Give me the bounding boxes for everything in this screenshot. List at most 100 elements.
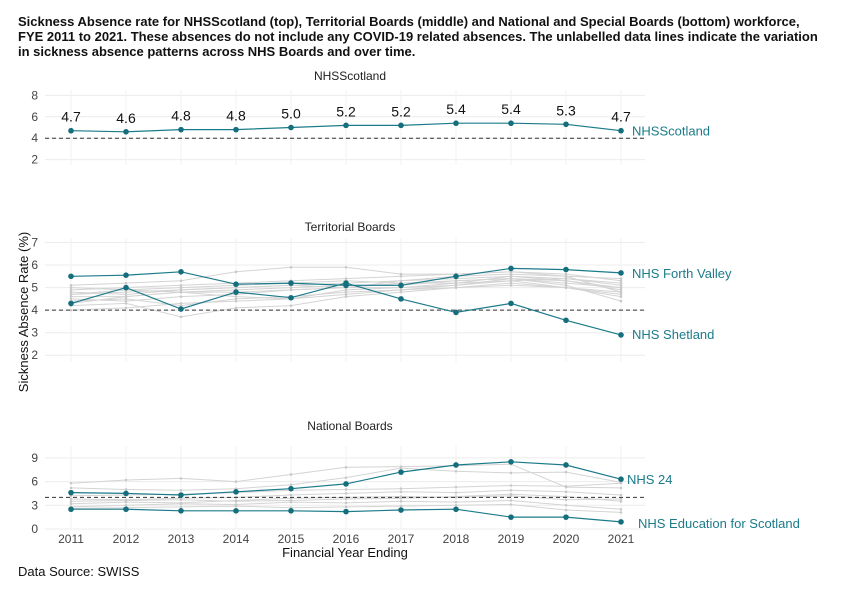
panel-title: Territorial Boards bbox=[305, 220, 396, 234]
background-board-point bbox=[344, 501, 348, 505]
background-board-point bbox=[564, 485, 568, 488]
series-point bbox=[233, 508, 239, 514]
series-point bbox=[618, 127, 624, 134]
y-tick-label: 3 bbox=[31, 326, 38, 340]
panel-title: NHSScotland bbox=[314, 69, 386, 83]
data-label: 5.3 bbox=[556, 102, 576, 118]
series-point bbox=[288, 124, 294, 131]
y-tick-label: 7 bbox=[31, 236, 38, 250]
series-point bbox=[618, 332, 624, 338]
series-point bbox=[453, 273, 459, 280]
background-board-point bbox=[179, 284, 183, 287]
background-board-point bbox=[124, 295, 128, 298]
background-board-point bbox=[124, 488, 128, 491]
background-board-point bbox=[234, 286, 238, 289]
background-board-point bbox=[69, 284, 73, 287]
series-point bbox=[508, 514, 514, 520]
series-point bbox=[618, 270, 624, 276]
background-board-point bbox=[179, 304, 183, 307]
background-board-point bbox=[344, 277, 348, 280]
background-board-point bbox=[179, 295, 183, 298]
y-tick-label: 9 bbox=[31, 451, 38, 465]
series-point bbox=[68, 489, 74, 496]
background-board-point bbox=[454, 284, 458, 287]
series-label: NHS Education for Scotland bbox=[638, 516, 800, 531]
series-point bbox=[123, 284, 129, 291]
background-board-point bbox=[564, 284, 568, 287]
series-point bbox=[343, 508, 349, 515]
background-board-point bbox=[399, 490, 403, 494]
series-point bbox=[343, 481, 349, 487]
series-point bbox=[398, 296, 404, 302]
background-board-point bbox=[289, 266, 293, 269]
background-board-point bbox=[289, 304, 293, 307]
x-tick-label: 2016 bbox=[333, 532, 360, 546]
background-board-point bbox=[289, 493, 293, 497]
background-board-point bbox=[69, 481, 73, 485]
background-board-point bbox=[179, 279, 183, 283]
series-label: NHS 24 bbox=[627, 472, 673, 487]
background-board-point bbox=[344, 505, 348, 509]
x-tick-label: 2011 bbox=[58, 532, 84, 546]
series-point bbox=[288, 294, 294, 301]
data-label: 4.8 bbox=[226, 108, 246, 124]
background-board-point bbox=[179, 302, 183, 305]
y-tick-label: 4 bbox=[31, 131, 38, 145]
y-tick-label: 0 bbox=[31, 522, 38, 536]
series-point bbox=[453, 506, 459, 513]
series-label: NHSScotland bbox=[632, 124, 710, 139]
background-board-point bbox=[509, 492, 513, 496]
background-board-point bbox=[69, 308, 73, 312]
y-tick-label: 6 bbox=[31, 258, 38, 272]
background-board-point bbox=[124, 281, 128, 285]
background-board-point bbox=[124, 299, 128, 303]
series-point bbox=[453, 309, 459, 316]
background-board-point bbox=[564, 279, 568, 283]
series-point bbox=[563, 317, 569, 324]
background-board-point bbox=[179, 315, 183, 319]
series-point bbox=[508, 265, 514, 272]
series-point bbox=[233, 126, 239, 133]
background-board-point bbox=[69, 293, 73, 296]
background-board-point bbox=[344, 466, 348, 469]
series-point bbox=[563, 462, 569, 468]
background-board-point bbox=[234, 270, 238, 274]
background-board-point bbox=[399, 504, 403, 508]
series-point bbox=[343, 280, 349, 286]
series-point bbox=[618, 476, 624, 483]
chart-title: Sickness Absence rate for NHSScotland (t… bbox=[18, 14, 818, 59]
background-board-point bbox=[619, 493, 623, 497]
background-board-point bbox=[399, 496, 403, 500]
background-board-point bbox=[69, 295, 73, 298]
background-board-point bbox=[454, 281, 458, 285]
background-board-point bbox=[509, 275, 513, 278]
x-tick-label: 2015 bbox=[278, 532, 305, 546]
background-board-point bbox=[124, 297, 128, 301]
background-board-point bbox=[619, 511, 623, 514]
background-board-point bbox=[619, 281, 623, 285]
series-label: NHS Shetland bbox=[632, 327, 714, 342]
background-board-point bbox=[509, 281, 513, 285]
series-point bbox=[618, 519, 624, 525]
data-label: 5.2 bbox=[391, 103, 411, 119]
background-board-point bbox=[69, 502, 73, 506]
background-board-point bbox=[234, 297, 238, 301]
y-tick-label: 6 bbox=[31, 475, 38, 489]
background-board-point bbox=[124, 306, 128, 310]
background-board-point bbox=[564, 272, 568, 276]
x-tick-label: 2018 bbox=[443, 532, 470, 546]
background-board-point bbox=[179, 288, 183, 292]
series-label: NHS Forth Valley bbox=[632, 266, 732, 281]
series-point bbox=[233, 289, 239, 295]
background-board-point bbox=[69, 288, 73, 292]
background-board-point bbox=[619, 497, 623, 501]
background-board-point bbox=[454, 485, 458, 489]
background-board-point bbox=[619, 290, 623, 294]
background-board-point bbox=[454, 495, 458, 498]
panel-title: National Boards bbox=[307, 419, 392, 433]
series-point bbox=[233, 281, 239, 288]
background-board-point bbox=[399, 288, 403, 292]
data-label: 5.0 bbox=[281, 106, 301, 122]
background-board-point bbox=[234, 306, 238, 310]
series-point bbox=[563, 514, 569, 520]
